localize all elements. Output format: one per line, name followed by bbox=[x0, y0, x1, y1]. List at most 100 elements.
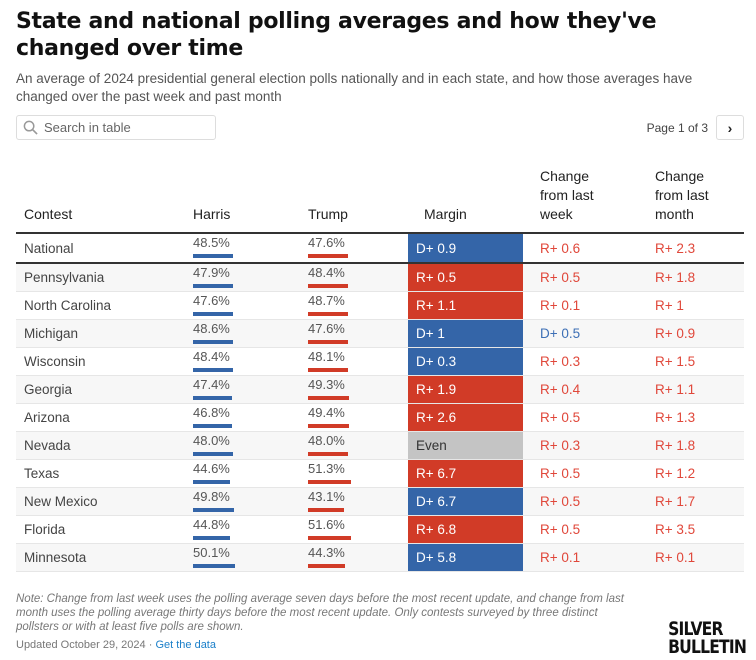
trump-pct: 44.3% bbox=[308, 545, 345, 560]
harris-pct: 48.0% bbox=[193, 433, 230, 448]
trump-bar bbox=[308, 508, 344, 512]
page-title: State and national polling averages and … bbox=[16, 9, 657, 61]
harris-value: 47.4% bbox=[193, 377, 230, 392]
harris-value: 44.8% bbox=[193, 517, 230, 532]
table-row: Nevada 48.0% 48.0% Even R+ 0.3 R+ 1.8 bbox=[16, 432, 744, 460]
trump-value: 49.4% bbox=[308, 405, 345, 420]
harris-pct: 46.8% bbox=[193, 405, 230, 420]
updated-line: Updated October 29, 2024 · Get the data bbox=[16, 639, 216, 651]
trump-pct: 48.4% bbox=[308, 265, 345, 280]
margin-cell: D+ 1 bbox=[408, 320, 523, 347]
harris-bar bbox=[193, 340, 234, 344]
subtitle: An average of 2024 presidential general … bbox=[16, 71, 693, 104]
silver-bulletin-logo: SILVER BULLETIN bbox=[668, 618, 747, 658]
contest-name: National bbox=[24, 240, 74, 256]
harris-bar bbox=[193, 312, 233, 316]
change-month: R+ 1.8 bbox=[655, 270, 696, 285]
margin-cell: D+ 5.8 bbox=[408, 544, 523, 571]
contest-name: Nevada bbox=[24, 438, 71, 453]
footnote: Note: Change from last week uses the pol… bbox=[16, 593, 624, 633]
harris-pct: 49.8% bbox=[193, 489, 230, 504]
change-week: R+ 0.4 bbox=[540, 382, 581, 397]
change-month: R+ 0.1 bbox=[655, 550, 696, 565]
change-month: R+ 1.3 bbox=[655, 410, 696, 425]
harris-pct: 48.6% bbox=[193, 321, 230, 336]
margin-cell: R+ 6.8 bbox=[408, 516, 523, 543]
harris-bar bbox=[193, 508, 235, 512]
harris-pct: 47.9% bbox=[193, 265, 230, 280]
trump-bar bbox=[308, 424, 349, 428]
table-body: National 48.5% 47.6% D+ 0.9 R+ 0.6 R+ 2.… bbox=[16, 234, 744, 572]
harris-value: 44.6% bbox=[193, 461, 230, 476]
col-trump[interactable]: Trump bbox=[308, 206, 348, 222]
margin-cell: R+ 6.7 bbox=[408, 460, 523, 487]
trump-value: 48.4% bbox=[308, 265, 345, 280]
change-month: R+ 2.3 bbox=[655, 240, 696, 256]
col-change-week[interactable]: Change from last week bbox=[540, 168, 594, 222]
harris-bar bbox=[193, 284, 233, 288]
trump-value: 44.3% bbox=[308, 545, 345, 560]
table-row: Arizona 46.8% 49.4% R+ 2.6 R+ 0.5 R+ 1.3 bbox=[16, 404, 744, 432]
harris-value: 50.1% bbox=[193, 545, 230, 560]
col-harris[interactable]: Harris bbox=[193, 206, 231, 222]
chevron-right-icon: › bbox=[727, 119, 733, 136]
contest-name: Georgia bbox=[24, 382, 73, 397]
table-row: Pennsylvania 47.9% 48.4% R+ 0.5 R+ 0.5 R… bbox=[16, 264, 744, 292]
trump-value: 43.1% bbox=[308, 489, 345, 504]
change-week: R+ 0.5 bbox=[540, 270, 581, 285]
trump-bar bbox=[308, 564, 345, 568]
change-week: R+ 0.3 bbox=[540, 438, 581, 453]
change-month: R+ 1.8 bbox=[655, 438, 696, 453]
trump-bar bbox=[308, 312, 349, 316]
contest-name: New Mexico bbox=[24, 494, 98, 509]
change-month: R+ 1.5 bbox=[655, 354, 696, 369]
trump-pct: 48.7% bbox=[308, 293, 345, 308]
get-data-link[interactable]: Get the data bbox=[155, 639, 216, 651]
harris-value: 47.6% bbox=[193, 293, 230, 308]
trump-bar bbox=[308, 254, 348, 258]
harris-value: 48.4% bbox=[193, 349, 230, 364]
change-month: R+ 0.9 bbox=[655, 326, 696, 341]
trump-value: 51.6% bbox=[308, 517, 345, 532]
trump-bar bbox=[308, 452, 348, 456]
harris-bar bbox=[193, 254, 234, 258]
trump-bar bbox=[308, 536, 351, 540]
change-week: R+ 0.5 bbox=[540, 410, 581, 425]
contest-name: Michigan bbox=[24, 326, 79, 341]
change-month: R+ 1.7 bbox=[655, 494, 696, 509]
harris-value: 47.9% bbox=[193, 265, 230, 280]
change-week: R+ 0.1 bbox=[540, 550, 581, 565]
col-contest[interactable]: Contest bbox=[24, 206, 73, 222]
trump-bar bbox=[308, 340, 348, 344]
trump-bar bbox=[308, 284, 349, 288]
margin-cell: R+ 0.5 bbox=[408, 264, 523, 291]
trump-value: 51.3% bbox=[308, 461, 345, 476]
search-placeholder: Search in table bbox=[44, 120, 131, 135]
trump-bar bbox=[308, 368, 348, 372]
harris-bar bbox=[193, 368, 234, 372]
trump-pct: 51.3% bbox=[308, 461, 345, 476]
harris-value: 48.6% bbox=[193, 321, 230, 336]
table-row: Georgia 47.4% 49.3% R+ 1.9 R+ 0.4 R+ 1.1 bbox=[16, 376, 744, 404]
trump-value: 48.7% bbox=[308, 293, 345, 308]
trump-pct: 43.1% bbox=[308, 489, 345, 504]
next-page-button[interactable]: › bbox=[716, 115, 744, 140]
change-week: R+ 0.5 bbox=[540, 522, 581, 537]
contest-name: Texas bbox=[24, 466, 60, 481]
search-input[interactable]: Search in table bbox=[16, 115, 216, 140]
margin-cell: R+ 1.9 bbox=[408, 376, 523, 403]
trump-value: 48.1% bbox=[308, 349, 345, 364]
harris-value: 49.8% bbox=[193, 489, 230, 504]
trump-pct: 49.4% bbox=[308, 405, 345, 420]
col-margin[interactable]: Margin bbox=[424, 206, 467, 222]
change-week: R+ 0.5 bbox=[540, 494, 581, 509]
harris-pct: 48.4% bbox=[193, 349, 230, 364]
table-row: Florida 44.8% 51.6% R+ 6.8 R+ 0.5 R+ 3.5 bbox=[16, 516, 744, 544]
page-indicator: Page 1 of 3 bbox=[646, 120, 708, 135]
table-row: Michigan 48.6% 47.6% D+ 1 D+ 0.5 R+ 0.9 bbox=[16, 320, 744, 348]
col-change-month[interactable]: Change from last month bbox=[655, 168, 709, 222]
change-week: R+ 0.3 bbox=[540, 354, 581, 369]
harris-pct: 44.6% bbox=[193, 461, 230, 476]
search-icon bbox=[23, 120, 38, 135]
harris-value: 48.5% bbox=[193, 235, 230, 250]
